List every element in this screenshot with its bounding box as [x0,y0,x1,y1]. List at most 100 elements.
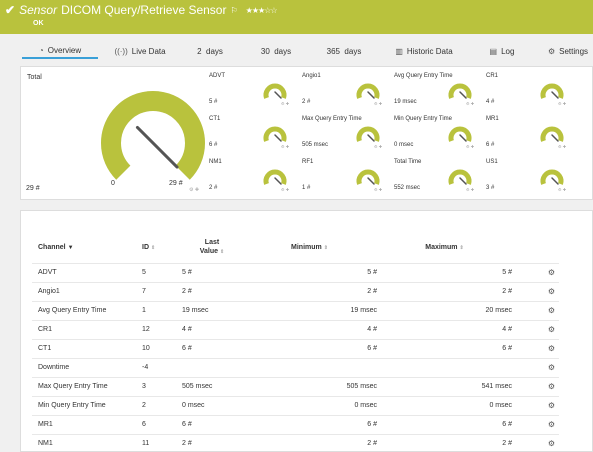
gauge-tool-icons[interactable]: ⚙ ✚ [374,144,383,149]
cell-minimum: 19 msec [242,300,377,320]
mini-gauge[interactable]: Total Time 552 msec ⚙ ✚ [394,153,486,196]
table-row[interactable]: MR1 6 6 #6 #6 # ⚙ [32,414,559,434]
tab-label: Settings [559,46,589,56]
table-row[interactable]: Max Query Entry Time 3 505 msec 505 msec 541… [32,376,559,396]
channel-settings-icon[interactable]: ⚙ [547,439,555,449]
table-row[interactable]: ADVT 5 5 #5 #5 # ⚙ [32,262,559,282]
gauge-tool-icons[interactable]: ⚙ ✚ [374,101,383,106]
total-gauge[interactable] [93,83,213,183]
cell-minimum: 6 # [242,338,377,358]
gauge-tool-icons[interactable]: ⚙ ✚ [189,187,200,193]
mini-gauge-name: NM1 [209,159,222,165]
channel-settings-icon[interactable]: ⚙ [547,306,555,315]
tab-overview[interactable]: ◔ Overview [22,43,98,59]
cell-id: 2 [142,395,182,415]
gauge-needle [551,91,559,99]
mini-gauge[interactable]: MR1 6 # ⚙ ✚ [486,110,578,153]
cell-channel[interactable]: Angio1 [32,281,142,301]
table-row[interactable]: Downtime -4 ⚙ [32,357,559,377]
mini-gauge[interactable]: CR1 4 # ⚙ ✚ [486,67,578,110]
table-row[interactable]: CT1 10 6 #6 #6 # ⚙ [32,338,559,358]
tab-settings[interactable]: ⚙ Settings [544,43,592,59]
tab-log[interactable]: ▤ Log [484,43,520,59]
channel-settings-icon[interactable]: ⚙ [547,344,555,353]
tab-2-days[interactable]: 2 days [190,43,230,59]
mini-gauge[interactable]: Min Query Entry Time 0 msec ⚙ ✚ [394,110,486,153]
column-header-id[interactable]: ID ⇕ [142,233,182,263]
mini-gauge[interactable]: Angio1 2 # ⚙ ✚ [302,67,394,110]
mini-gauge-value: 6 # [486,142,495,148]
sort-desc-icon: ▼ [67,245,74,252]
channel-settings-icon[interactable]: ⚙ [547,287,555,296]
table-row[interactable]: NM1 11 2 #2 #2 # ⚙ [32,433,559,452]
gauges-panel: Total 0 29 # ⚙ ✚ 29 # ADVT 5 # ⚙ ✚ Angio1 2 … [20,66,593,200]
channel-settings-icon[interactable]: ⚙ [547,325,555,334]
gauge-needle [459,91,467,99]
mini-gauge-name: Angio1 [302,73,321,79]
cell-maximum [377,357,512,377]
tab-30-days[interactable]: 30 days [253,43,299,59]
cell-channel[interactable]: CT1 [32,338,142,358]
cell-actions: ⚙ [512,338,559,358]
gauge-tool-icons[interactable]: ⚙ ✚ [281,187,290,192]
gauge-needle [274,177,282,185]
table-row[interactable]: Avg Query Entry Time 1 19 msec 19 msec 20 ms… [32,300,559,320]
mini-gauge-dial [540,126,564,142]
table-row[interactable]: Min Query Entry Time 2 0 msec 0 msec 0 msec ⚙ [32,395,559,415]
cell-channel[interactable]: ADVT [32,262,142,282]
table-row[interactable]: Angio1 7 2 #2 #2 # ⚙ [32,281,559,301]
cell-channel[interactable]: CR1 [32,319,142,339]
mini-gauge[interactable]: CT1 6 # ⚙ ✚ [209,110,301,153]
cell-actions: ⚙ [512,395,559,415]
channel-settings-icon[interactable]: ⚙ [547,382,555,391]
column-header-channel[interactable]: Channel ▼ [32,233,142,263]
channel-settings-icon[interactable]: ⚙ [547,420,555,429]
channel-settings-icon[interactable]: ⚙ [547,268,555,277]
mini-gauge[interactable]: ADVT 5 # ⚙ ✚ [209,67,301,110]
gauge-tool-icons[interactable]: ⚙ ✚ [558,144,567,149]
tab-365-days[interactable]: 365 days [319,43,369,59]
column-header-maximum[interactable]: Maximum ⇕ [377,233,512,263]
gauge-tool-icons[interactable]: ⚙ ✚ [558,187,567,192]
cell-last-value: 2 # [182,281,242,301]
cell-channel[interactable]: NM1 [32,433,142,452]
gauge-tool-icons[interactable]: ⚙ ✚ [466,144,475,149]
gauge-tool-icons[interactable]: ⚙ ✚ [374,187,383,192]
mini-gauge[interactable]: US1 3 # ⚙ ✚ [486,153,578,196]
flag-icon[interactable]: ⚐ [230,5,238,15]
mini-gauge[interactable]: NM1 2 # ⚙ ✚ [209,153,301,196]
gauge-tool-icons[interactable]: ⚙ ✚ [466,101,475,106]
mini-gauge-value: 4 # [486,99,495,105]
mini-gauge-value: 2 # [209,185,218,191]
cell-channel[interactable]: Min Query Entry Time [32,395,142,415]
tab-historic-data[interactable]: ▥ Historic Data [388,43,460,59]
cell-channel[interactable]: Max Query Entry Time [32,376,142,396]
mini-gauge-value: 5 # [209,99,218,105]
gauge-tool-icons[interactable]: ⚙ ✚ [281,101,290,106]
gauge-needle [459,177,467,185]
mini-gauge[interactable]: RF1 1 # ⚙ ✚ [302,153,394,196]
gauge-tool-icons[interactable]: ⚙ ✚ [466,187,475,192]
live-data-icon: ((·)) [114,46,128,56]
priority-stars[interactable]: ★★★☆☆ [245,5,278,15]
column-header-last-value[interactable]: Last Value ⇕ [182,233,242,263]
column-header-minimum[interactable]: Minimum ⇕ [242,233,377,263]
table-row[interactable]: CR1 12 4 #4 #4 # ⚙ [32,319,559,339]
mini-gauge-value: 552 msec [394,185,421,191]
cell-actions: ⚙ [512,300,559,320]
tab-live-data[interactable]: ((·)) Live Data [108,43,172,59]
cell-minimum: 6 # [242,414,377,434]
cell-channel[interactable]: MR1 [32,414,142,434]
cell-last-value: 6 # [182,338,242,358]
cell-channel[interactable]: Downtime [32,357,142,377]
cell-id: 3 [142,376,182,396]
mini-gauge[interactable]: Max Query Entry Time 505 msec ⚙ ✚ [302,110,394,153]
gauge-tool-icons[interactable]: ⚙ ✚ [281,144,290,149]
mini-gauge-value: 19 msec [394,99,417,105]
cell-maximum: 541 msec [377,376,512,396]
channel-settings-icon[interactable]: ⚙ [547,401,555,410]
channel-settings-icon[interactable]: ⚙ [547,363,555,372]
cell-channel[interactable]: Avg Query Entry Time [32,300,142,320]
mini-gauge[interactable]: Avg Query Entry Time 19 msec ⚙ ✚ [394,67,486,110]
gauge-tool-icons[interactable]: ⚙ ✚ [558,101,567,106]
